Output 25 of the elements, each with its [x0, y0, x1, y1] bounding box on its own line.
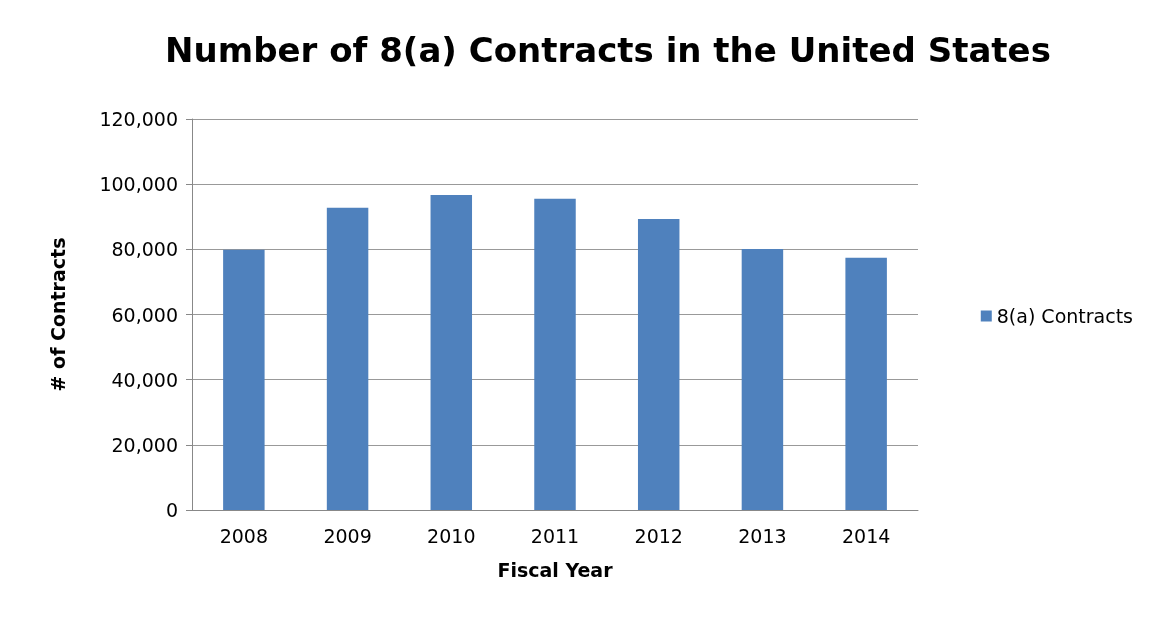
bar	[534, 198, 576, 510]
chart-title: Number of 8(a) Contracts in the United States	[165, 30, 1051, 70]
y-axis-title: # of Contracts	[46, 237, 69, 392]
bar	[637, 219, 680, 510]
x-tick-label: 2010	[427, 524, 476, 547]
y-tick-label: 0	[165, 499, 178, 521]
y-tick-label: 20,000	[111, 433, 178, 456]
bar	[326, 207, 369, 510]
x-axis-title: Fiscal Year	[497, 558, 614, 581]
x-tick-label: 2013	[738, 524, 787, 547]
x-tick-label: 2009	[323, 524, 372, 547]
x-tick-label: 2012	[634, 524, 683, 547]
x-tick-label: 2014	[841, 524, 891, 547]
x-tick-label: 2008	[219, 524, 269, 547]
bar	[223, 249, 265, 510]
y-tick-label: 60,000	[111, 303, 178, 326]
y-tick-label: 80,000	[111, 238, 178, 261]
x-tick-label: 2011	[530, 524, 580, 547]
bar	[845, 257, 887, 510]
y-tick-label: 120,000	[99, 108, 178, 130]
bar	[741, 249, 784, 510]
y-tick-label: 40,000	[111, 368, 178, 391]
bar	[430, 194, 473, 510]
y-tick-label: 100,000	[99, 173, 178, 196]
legend-label: 8(a) Contracts	[996, 305, 1134, 327]
